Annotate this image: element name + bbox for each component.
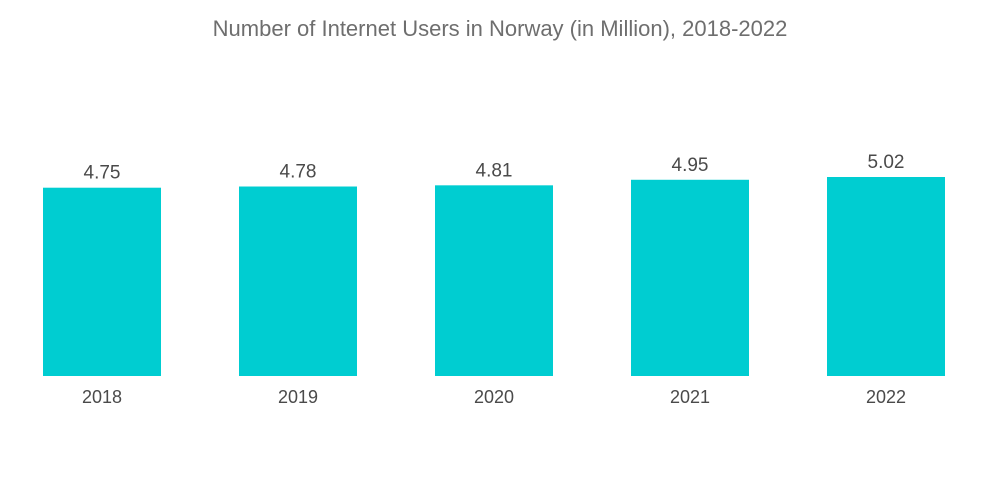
chart-title: Number of Internet Users in Norway (in M… (212, 16, 788, 41)
x-tick-label-2020: 2020 (474, 387, 514, 407)
bar-2018 (43, 187, 161, 376)
value-label-2019: 4.78 (280, 162, 317, 183)
x-tick-labels-group: 2018 2019 2020 2021 2022 (82, 387, 906, 407)
bars-group (43, 177, 945, 376)
x-tick-label-2019: 2019 (278, 387, 318, 407)
bar-2020 (435, 185, 553, 376)
value-label-2021: 4.95 (672, 155, 709, 176)
bar-2019 (239, 186, 357, 376)
value-label-2022: 5.02 (868, 152, 905, 173)
bar-2022 (827, 177, 945, 376)
x-tick-label-2022: 2022 (866, 387, 906, 407)
bar-2021 (631, 179, 749, 376)
value-label-2020: 4.81 (476, 160, 513, 181)
value-labels-group: 4.75 4.78 4.81 4.95 5.02 (84, 152, 905, 184)
x-tick-label-2018: 2018 (82, 387, 122, 407)
x-tick-label-2021: 2021 (670, 387, 710, 407)
value-label-2018: 4.75 (84, 163, 121, 184)
